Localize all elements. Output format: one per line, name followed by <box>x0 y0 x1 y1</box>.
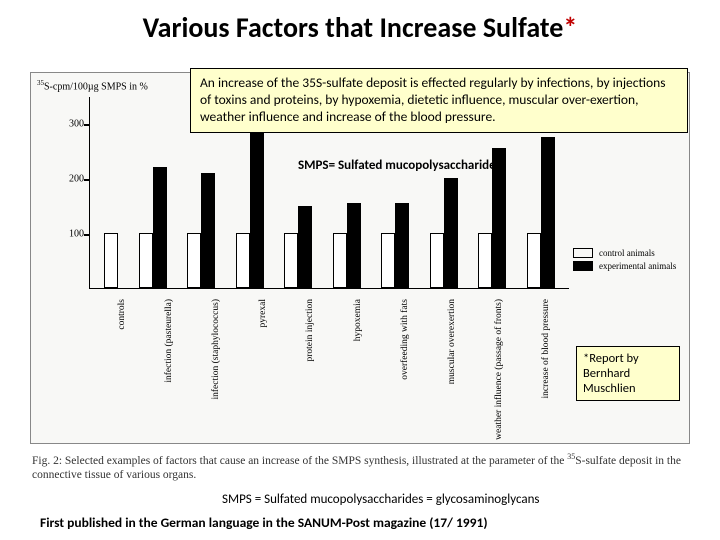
x-label: weather influence (passage of fronts) <box>480 293 508 433</box>
y-tick-label: 100 <box>58 229 84 240</box>
page-title: Various Factors that Increase Sulfate* <box>0 0 720 51</box>
footnote-publication: First published in the German language i… <box>40 514 488 531</box>
legend-experimental: experimental animals <box>573 261 681 271</box>
x-label-text: muscular overexertion <box>447 299 457 384</box>
x-label: muscular overexertion <box>433 293 461 433</box>
chart-body: 100200300 controlsinfection (pasteurella… <box>89 97 569 433</box>
bar-control <box>430 233 444 288</box>
x-label-text: weather influence (passage of fronts) <box>494 299 504 440</box>
bar-control <box>333 233 347 288</box>
x-label: increase of blood pressure <box>527 293 555 433</box>
legend-control-label: control animals <box>599 248 655 258</box>
x-label: overfeeding with fats <box>386 293 414 433</box>
bar-control <box>139 233 153 288</box>
bar-group <box>236 107 264 288</box>
x-label-text: protein injection <box>305 299 315 362</box>
legend: control animals experimental animals <box>573 245 681 274</box>
figure-caption: Fig. 2: Selected examples of factors tha… <box>32 452 690 483</box>
x-label: controls <box>103 293 131 433</box>
bar-control <box>284 233 298 288</box>
y-tick-label: 300 <box>58 119 84 130</box>
swatch-experimental <box>573 261 593 271</box>
x-labels: controls infection (pasteurella) infection… <box>89 293 569 433</box>
bar-control <box>381 233 395 288</box>
bar-experimental <box>250 107 264 288</box>
y-axis-label: 35S-cpm/100µg SMPS in % <box>37 79 148 92</box>
bar-group <box>104 233 118 288</box>
x-label: protein injection <box>291 293 319 433</box>
x-label-text: overfeeding with fats <box>400 299 410 380</box>
footnote-smps: SMPS = Sulfated mucopolysaccharides = gl… <box>222 492 539 507</box>
bar-control <box>527 233 541 288</box>
bar-experimental <box>444 178 458 288</box>
bar-group <box>430 178 458 288</box>
x-label-text: hypoxemia <box>353 299 363 341</box>
bar-group <box>381 203 409 288</box>
bar-group <box>139 167 167 288</box>
bar-control <box>478 233 492 288</box>
smps-definition: SMPS= Sulfated mucopolysaccharides <box>298 158 501 173</box>
bar-experimental <box>541 137 555 288</box>
title-asterisk: * <box>563 10 577 45</box>
x-label-text: infection (staphylococcus) <box>211 299 221 400</box>
bar-experimental <box>347 203 361 288</box>
bar-group <box>284 206 312 288</box>
callout-main: An increase of the 35S-sulfate deposit i… <box>190 68 688 133</box>
x-label: hypoxemia <box>339 293 367 433</box>
bar-experimental <box>395 203 409 288</box>
x-label-text: increase of blood pressure <box>541 299 551 398</box>
swatch-control <box>573 248 593 258</box>
legend-control: control animals <box>573 248 681 258</box>
callout-report: *Report by Bernhard Muschlien <box>576 346 680 401</box>
bar-group <box>187 173 215 288</box>
legend-experimental-label: experimental animals <box>599 261 676 271</box>
y-tick-label: 200 <box>58 174 84 185</box>
x-label: infection (pasteurella) <box>150 293 178 433</box>
bar-control <box>187 233 201 288</box>
bar-group <box>333 203 361 288</box>
bar-control <box>236 233 250 288</box>
x-label-text: infection (pasteurella) <box>164 299 174 383</box>
bar-experimental <box>298 206 312 288</box>
x-label-text: pyrexal <box>258 299 268 328</box>
bar-control <box>104 233 118 288</box>
bar-group <box>527 137 555 288</box>
bar-experimental <box>201 173 215 288</box>
x-label: pyrexal <box>244 293 272 433</box>
title-text: Various Factors that Increase Sulfate <box>143 10 564 45</box>
x-label-text: controls <box>117 299 127 330</box>
x-label: infection (staphylococcus) <box>197 293 225 433</box>
bar-experimental <box>153 167 167 288</box>
